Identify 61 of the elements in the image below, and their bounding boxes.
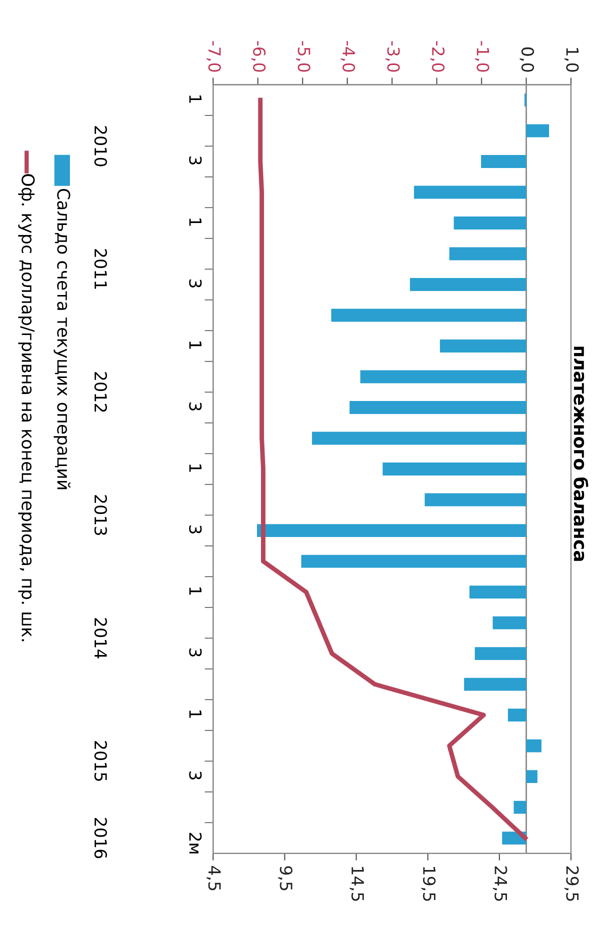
text: 2013 bbox=[94, 495, 107, 536]
text: 2016 bbox=[94, 818, 107, 858]
bar bbox=[312, 432, 526, 445]
bar bbox=[464, 678, 526, 691]
bar bbox=[492, 616, 526, 630]
y-tick-label: 3 bbox=[189, 156, 202, 164]
bar bbox=[514, 800, 526, 814]
bar bbox=[301, 554, 526, 568]
text: 2014 bbox=[94, 618, 107, 658]
legend-label: Оф. курс доллар/гривна на конец периода, пр. шк. bbox=[18, 174, 35, 642]
x-tick-label: -3,0 bbox=[386, 41, 400, 72]
bar bbox=[508, 708, 526, 722]
x2-tick-label: 14,5 bbox=[350, 867, 364, 901]
bar bbox=[474, 647, 526, 660]
y-tick-label: 1 bbox=[189, 464, 202, 472]
x2-tick-label: 29,5 bbox=[564, 866, 579, 901]
x-tick-label: -5,0 bbox=[296, 41, 310, 72]
x-tick-label: -7,0 bbox=[206, 41, 221, 72]
y-tick-label: 3 bbox=[189, 648, 202, 656]
bar bbox=[449, 247, 526, 260]
text: 2010 bbox=[94, 126, 107, 166]
y-tick-label: 1 bbox=[189, 218, 202, 226]
x2-tick-label: 4,5 bbox=[206, 866, 221, 890]
y-tick-label: 3 bbox=[189, 771, 202, 780]
bar bbox=[410, 278, 526, 291]
bar bbox=[414, 186, 526, 199]
y-tick-label: 3 bbox=[189, 279, 202, 288]
x-tick-label: 1,0 bbox=[564, 48, 579, 72]
x-tick-label: -6,0 bbox=[251, 41, 266, 72]
bar bbox=[382, 462, 526, 476]
x-tick-label: -4,0 bbox=[340, 41, 356, 72]
y-tick-label: 1 bbox=[189, 588, 202, 595]
y-tick-label: 1 bbox=[189, 96, 202, 103]
bar bbox=[469, 586, 526, 598]
bar bbox=[350, 401, 526, 414]
bar bbox=[526, 739, 542, 752]
bar bbox=[454, 216, 526, 230]
bar bbox=[360, 370, 526, 384]
y-tick-label: 3 bbox=[189, 402, 202, 410]
text: 2011 bbox=[94, 249, 107, 289]
bar bbox=[481, 155, 526, 168]
y-tick-label: 3 bbox=[189, 525, 202, 534]
x2-tick-label: 9,5 bbox=[278, 866, 292, 890]
x-tick-label: -2,0 bbox=[430, 41, 445, 72]
y-tick-label: 2м bbox=[189, 832, 202, 854]
x-tick-label: -1,0 bbox=[474, 41, 490, 72]
x2-tick-label: 24,5 bbox=[492, 866, 508, 901]
bar bbox=[424, 493, 526, 506]
bar bbox=[331, 308, 526, 322]
text: 2015 bbox=[94, 741, 107, 781]
bar bbox=[526, 124, 550, 138]
bar bbox=[440, 340, 526, 352]
y-tick-label: 1 bbox=[189, 342, 202, 349]
bar bbox=[526, 770, 538, 783]
text: 2012 bbox=[94, 372, 107, 412]
x-tick-label: 0,0 bbox=[520, 47, 534, 72]
x2-tick-label: 19,5 bbox=[421, 867, 436, 901]
legend-label: Сальдо счета текущих операций bbox=[54, 188, 70, 490]
y-tick-label: 1 bbox=[189, 710, 202, 718]
text: платежного баланса bbox=[574, 346, 588, 561]
bar bbox=[256, 524, 526, 537]
